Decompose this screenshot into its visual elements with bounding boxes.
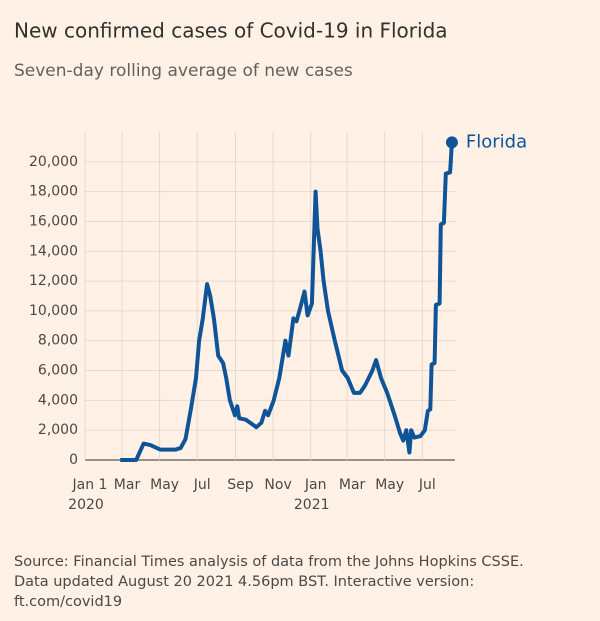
y-tick-label: 2,000 — [38, 422, 78, 438]
y-tick-label: 6,000 — [38, 363, 78, 379]
chart-subtitle: Seven-day rolling average of new cases — [14, 61, 353, 81]
line-series — [120, 142, 454, 462]
x-tick-label: May — [375, 477, 404, 493]
y-tick-label: 10,000 — [29, 303, 78, 319]
year-label: 2021 — [294, 497, 330, 513]
source: Data updated August 20 2021 4.56pm BST. … — [14, 574, 474, 590]
x-tick-label: Jan 1 — [72, 477, 108, 493]
x-tick-label: Nov — [264, 477, 291, 493]
x-tick-label: May — [150, 477, 179, 493]
x-tick-label: Mar — [339, 477, 366, 493]
year-label: 2020 — [68, 497, 104, 513]
x-tick-label: Mar — [114, 477, 141, 493]
y-tick-label: 8,000 — [38, 333, 78, 349]
y-tick-label: 4,000 — [38, 392, 78, 408]
y-tick-label: 16,000 — [29, 213, 78, 229]
series-label: Florida — [466, 131, 527, 152]
chart-title: New confirmed cases of Covid-19 in Flori… — [14, 19, 448, 43]
x-tick-label: Jul — [193, 477, 211, 493]
end-dot — [445, 136, 458, 149]
source: Source: Financial Times analysis of data… — [14, 554, 524, 570]
y-tick-label: 18,000 — [29, 184, 78, 200]
y-tick-label: 12,000 — [29, 273, 78, 289]
source: ft.com/covid19 — [14, 594, 122, 610]
y-tick-label: 0 — [69, 452, 78, 468]
x-tick-label: Sep — [227, 477, 254, 493]
y-tick-label: 20,000 — [29, 154, 78, 170]
x-tick-label: Jul — [418, 477, 436, 493]
x-tick-label: Jan — [304, 477, 327, 493]
y-tick-label: 14,000 — [29, 243, 78, 259]
